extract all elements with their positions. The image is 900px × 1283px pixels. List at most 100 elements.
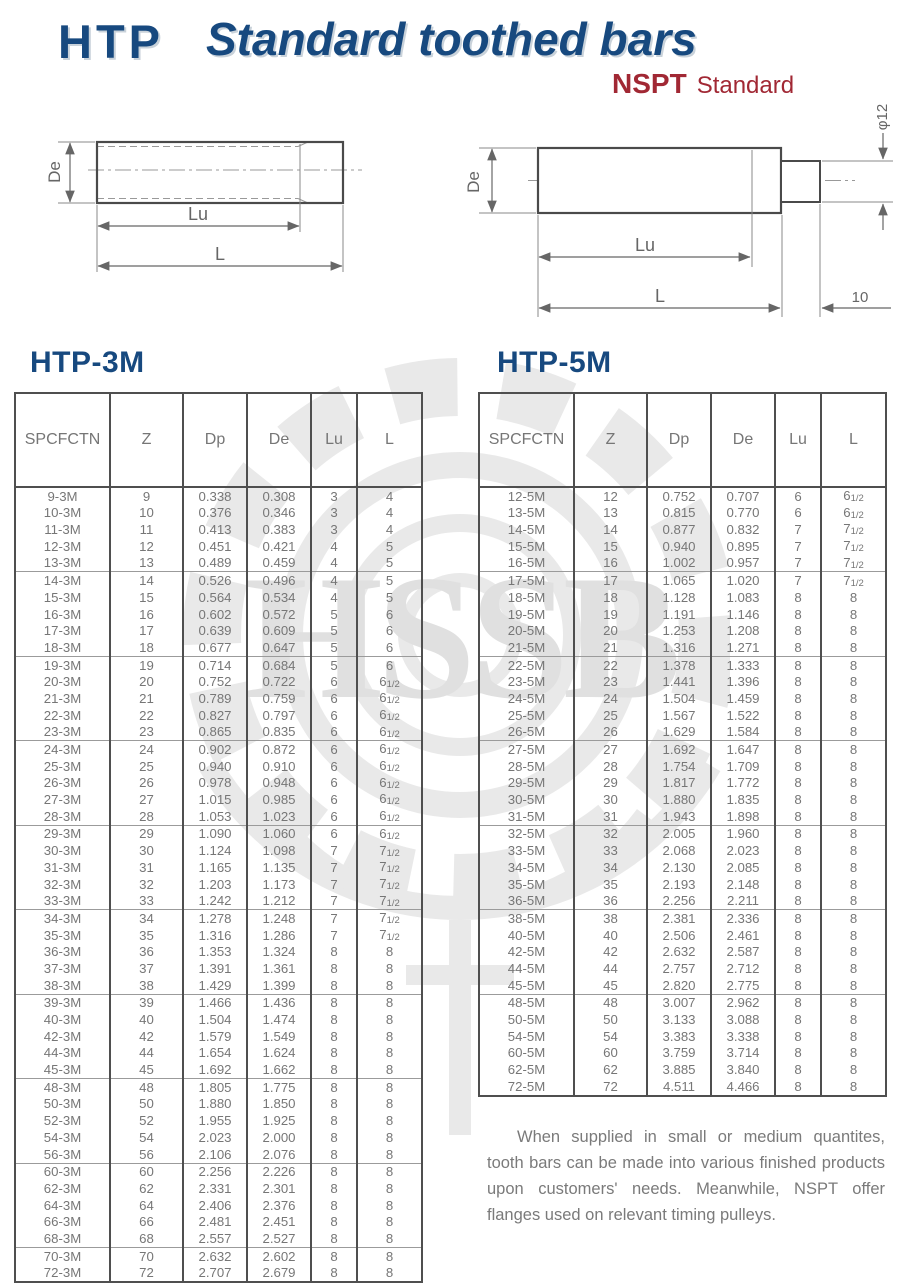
table-row: 35-5M 35 2.193 2.148 8 8: [479, 875, 886, 893]
table-cell: 1.015: [182, 791, 247, 809]
table-cell: 71/2: [356, 875, 422, 893]
table-cell: 2.707: [182, 1264, 247, 1283]
table-cell: 28: [109, 808, 183, 826]
table-cell: 6: [310, 706, 357, 724]
table-cell: 34-3M: [15, 909, 110, 927]
table-cell: 7: [774, 554, 821, 572]
table-cell: 1.692: [646, 740, 711, 758]
table-cell: 2.557: [182, 1230, 247, 1248]
table-cell: 8: [774, 1044, 821, 1062]
col-header-dp: Dp: [646, 393, 711, 488]
table-cell: 40-5M: [507, 927, 546, 943]
table-cell: 14: [109, 571, 183, 590]
table-cell: 1.835: [710, 791, 775, 809]
table-cell: 25-3M: [43, 758, 82, 774]
table-cell: 8: [310, 1162, 357, 1181]
table-cell: 4.466: [710, 1078, 775, 1096]
table-row: 70-3M 70 2.632 2.602 8 8: [15, 1246, 422, 1265]
table-cell: 54: [109, 1129, 183, 1146]
table-row: 15-5M 15 0.940 0.895 7 71/2: [479, 538, 886, 555]
table-cell: 24-5M: [507, 690, 546, 706]
table-cell: 1.459: [710, 690, 775, 707]
table-cell: 48-3M: [15, 1078, 110, 1096]
table-cell: 4: [310, 571, 357, 590]
table-cell: 23: [573, 673, 647, 691]
table-row: 33-5M 33 2.068 2.023 8 8: [479, 842, 886, 860]
table-cell: 1.333: [710, 655, 775, 674]
table-cell: 60-5M: [507, 1045, 546, 1061]
table-cell: 17-3M: [43, 623, 82, 639]
table-cell: 0.707: [710, 487, 775, 505]
table-cell: 1.208: [710, 622, 775, 640]
table-cell: 13: [109, 554, 183, 572]
table-cell: 8: [820, 690, 886, 707]
table-cell: 1.242: [182, 892, 247, 910]
table-cell: 1.709: [710, 758, 775, 775]
table-cell: 2.076: [246, 1145, 311, 1163]
table-cell: 30: [573, 791, 647, 809]
table-cell: 0.985: [246, 791, 311, 809]
table-cell: 1.090: [182, 824, 247, 843]
table-cell: 28: [573, 758, 647, 775]
half-fraction: 1/2: [386, 712, 400, 724]
table-row: 13-3M 13 0.489 0.459 4 5: [15, 554, 422, 572]
table-cell: 20-3M: [43, 674, 82, 690]
table-cell: 8: [774, 808, 821, 826]
table-row: 45-5M 45 2.820 2.775 8 8: [479, 976, 886, 995]
table-cell: 8: [820, 875, 886, 893]
half-fraction: 1/2: [386, 678, 400, 690]
table-cell: 1.286: [246, 926, 311, 944]
table-cell: 71/2: [820, 521, 886, 539]
table-cell: 21-5M: [507, 639, 546, 655]
nspt-brand: NSPT: [612, 68, 687, 99]
table-cell: 8: [356, 1145, 422, 1163]
col-header-l: L: [356, 393, 422, 488]
page-title: Standard toothed bars: [206, 13, 697, 65]
table-cell: 18: [109, 639, 183, 657]
half-fraction: 1/2: [386, 915, 400, 927]
table-cell: 44-3M: [43, 1045, 82, 1061]
table-cell: 8: [820, 824, 886, 843]
table-cell: 21-3M: [43, 690, 82, 706]
table-cell: 1.128: [646, 589, 711, 606]
header-row: SPCFCTN Z Dp De Lu L: [15, 393, 422, 488]
table-cell: 0.910: [246, 758, 311, 775]
table-row: 38-5M 38 2.381 2.336 8 8: [479, 909, 886, 927]
table-row: 34-5M 34 2.130 2.085 8 8: [479, 859, 886, 876]
table-cell: 61/2: [356, 740, 422, 758]
table-cell: 72-5M: [507, 1078, 546, 1094]
table-cell: 8: [820, 892, 886, 910]
table-cell: 8: [820, 1044, 886, 1062]
table-cell: 1.960: [710, 824, 775, 843]
table-cell: 8: [774, 976, 821, 995]
table-cell: 5: [356, 589, 422, 606]
table-cell: 31: [109, 859, 183, 876]
table-cell: 8: [310, 1078, 357, 1096]
table-row: 40-3M 40 1.504 1.474 8 8: [15, 1011, 422, 1028]
half-fraction: 1/2: [386, 931, 400, 943]
table-cell: 39-3M: [15, 993, 110, 1012]
col-header-spcfctn: SPCFCTN: [15, 393, 110, 488]
table-cell: 26: [573, 723, 647, 741]
table-row: 33-3M 33 1.242 1.212 7 71/2: [15, 892, 422, 910]
table-cell: 38-5M: [479, 909, 574, 927]
table-cell: 12-5M: [507, 488, 546, 504]
table-cell: 15: [109, 589, 183, 606]
table-cell: 8: [310, 1028, 357, 1045]
table-cell: 31: [573, 808, 647, 826]
table-cell: 2.000: [246, 1129, 311, 1146]
table-cell: 54: [573, 1028, 647, 1045]
table-cell: 71/2: [356, 842, 422, 860]
table-cell: 39: [109, 993, 183, 1012]
table-cell: 1.504: [182, 1011, 247, 1028]
table-cell: 8: [774, 926, 821, 944]
table-cell: 1.083: [710, 589, 775, 606]
table-cell: 15-3M: [43, 589, 82, 605]
table-cell: 10-3M: [43, 505, 82, 521]
table-cell: 71/2: [356, 892, 422, 910]
table-cell: 48: [109, 1078, 183, 1096]
table-cell: 2.130: [646, 859, 711, 876]
col-header-l: L: [820, 393, 886, 488]
table-cell: 0.832: [710, 521, 775, 539]
table-cell: 4: [356, 487, 422, 505]
